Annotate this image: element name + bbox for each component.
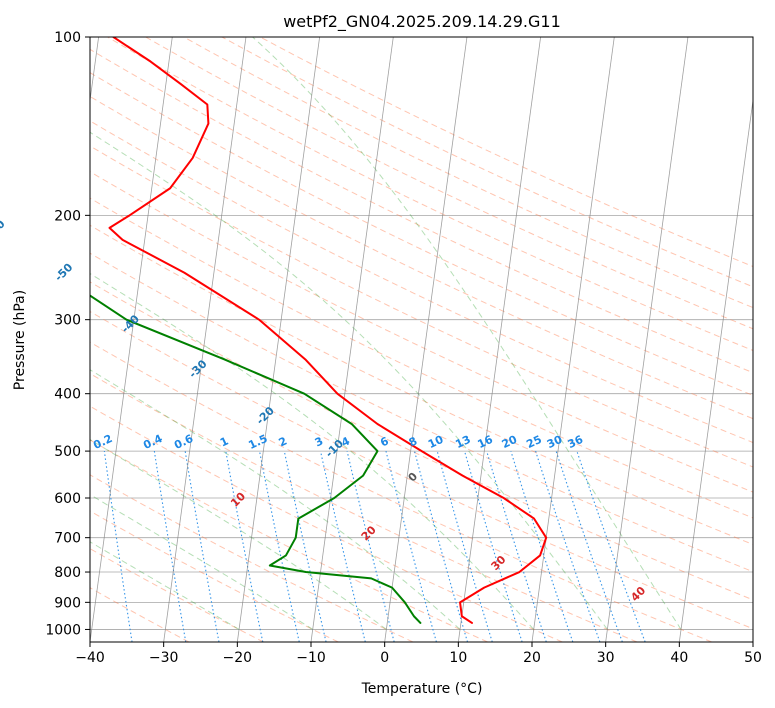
x-tick-label: −30 xyxy=(149,650,179,666)
mixing-ratio-line xyxy=(153,451,187,642)
y-tick-label: 1000 xyxy=(45,622,81,638)
dry-adiabat-line xyxy=(90,439,488,642)
dry-adiabat-line xyxy=(183,37,753,309)
dry-adiabat-line xyxy=(90,405,563,642)
mixing-ratio-label: 36 xyxy=(566,433,586,451)
temperature-profile-line xyxy=(108,37,548,624)
y-axis-label: Pressure (hPa) xyxy=(12,290,28,390)
mixing-ratio-line xyxy=(225,451,264,642)
mixing-ratio-line xyxy=(486,450,547,642)
isotherm-line xyxy=(163,37,247,642)
x-axis: −40 −30 −20 −10 0 10 20 30 40 50 xyxy=(75,642,762,666)
isotherm-line xyxy=(90,37,100,104)
x-tick-label: 40 xyxy=(670,650,688,666)
chart-title: wetPf2_GN04.2025.209.14.29.G11 xyxy=(283,12,561,32)
moist-adiabat-line xyxy=(90,369,461,630)
x-tick-label: 20 xyxy=(523,650,541,666)
y-tick-label: 300 xyxy=(54,313,81,329)
mixing-ratio-line xyxy=(319,450,366,642)
dewpoint-profile-line xyxy=(90,294,422,624)
profiles xyxy=(90,37,548,624)
x-tick-label: 50 xyxy=(744,650,762,666)
x-tick-label: −10 xyxy=(296,650,326,666)
mixing-ratio-line xyxy=(436,450,493,642)
isotherm-line xyxy=(90,37,173,642)
mixing-ratio-line xyxy=(385,450,437,642)
mixing-ratio-line xyxy=(258,450,300,642)
dry-adiabat-line xyxy=(90,72,753,396)
y-tick-label: 600 xyxy=(54,491,81,507)
mixing-ratio-label: 20 xyxy=(500,433,520,451)
dry-adiabat-line xyxy=(90,95,753,420)
isotherms xyxy=(90,37,753,642)
mixing-ratio-line xyxy=(464,450,523,642)
mixing-ratio-line xyxy=(510,450,574,642)
mixing-ratio-line xyxy=(413,450,469,642)
dry-adiabat-line xyxy=(90,120,753,444)
y-tick-label: 400 xyxy=(54,387,81,403)
mixing-ratio-label: 10 xyxy=(426,433,446,451)
mixing-ratio-label: 16 xyxy=(476,433,496,451)
isotherm-line xyxy=(310,37,394,642)
isotherm-line xyxy=(678,97,753,642)
mixing-ratio-label: 25 xyxy=(524,433,543,451)
moist-adiabat-line xyxy=(90,131,608,630)
isotherm-line xyxy=(457,37,542,642)
moist-adiabat-line xyxy=(252,37,682,630)
x-tick-label: −40 xyxy=(75,650,105,666)
x-tick-label: −20 xyxy=(223,650,253,666)
dry-adiabat-line xyxy=(145,37,753,330)
isotherm-label: -50 xyxy=(52,260,75,283)
y-axis: 1000 900 800 700 600 500 400 300 200 100 xyxy=(45,30,90,638)
x-tick-label: 0 xyxy=(380,650,389,666)
dry-adiabat-line xyxy=(90,224,753,545)
plot-area xyxy=(90,37,753,642)
isotherm-label: -60 xyxy=(0,217,8,240)
isotherm-line xyxy=(236,37,321,642)
mixing-ratio-line xyxy=(555,450,623,642)
mixing-ratio-line xyxy=(346,450,395,642)
dry-adiabat-line xyxy=(259,37,753,268)
dry-adiabat-line xyxy=(221,37,753,288)
y-tick-label: 200 xyxy=(54,208,81,224)
plot-frame xyxy=(89,36,754,643)
mixing-ratio-line xyxy=(283,450,327,642)
x-tick-label: 10 xyxy=(449,650,467,666)
dry-adiabat-line xyxy=(90,252,753,573)
y-tick-label: 800 xyxy=(54,565,81,581)
mixing-ratio-line xyxy=(103,451,133,642)
isotherm-line xyxy=(384,37,468,642)
mixing-ratio-line xyxy=(535,450,601,642)
dry-adiabat-line xyxy=(90,145,753,468)
mixing-ratio-line xyxy=(576,450,646,642)
dry-adiabat-line xyxy=(90,341,712,642)
y-tick-label: 100 xyxy=(54,30,81,46)
dry-adiabat-line xyxy=(90,281,753,601)
y-tick-label: 500 xyxy=(54,444,81,460)
mixing-ratio-label: 30 xyxy=(545,433,565,451)
y-tick-label: 900 xyxy=(54,595,81,611)
mixing-ratio-lines xyxy=(103,450,646,642)
isotherm-line xyxy=(752,639,753,642)
mixing-ratio-label: 13 xyxy=(453,433,472,451)
dry-adiabat-line xyxy=(107,37,753,352)
x-axis-label: Temperature (°C) xyxy=(361,681,483,697)
plot-background xyxy=(90,37,753,642)
isotherm-line xyxy=(605,37,689,642)
mixing-ratio-line xyxy=(184,451,220,642)
dry-adiabat-line xyxy=(90,171,753,493)
dry-adiabat-line xyxy=(90,48,753,374)
x-tick-label: 30 xyxy=(597,650,615,666)
y-tick-label: 700 xyxy=(54,531,81,547)
